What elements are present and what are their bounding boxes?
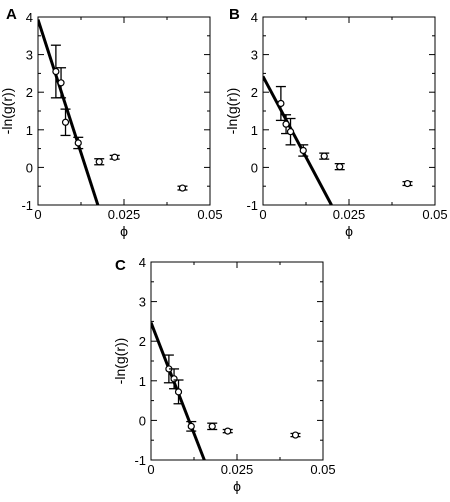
y-tick-label: -1 xyxy=(246,198,258,213)
data-point xyxy=(282,120,290,128)
fit-line xyxy=(38,19,100,205)
data-point xyxy=(178,184,187,192)
y-tick-label: 1 xyxy=(139,374,146,389)
x-axis-label: ϕ xyxy=(345,223,353,239)
data-point xyxy=(174,388,183,396)
data-point xyxy=(74,139,82,147)
x-tick-label: 0.025 xyxy=(333,207,366,222)
x-axis-label: ϕ xyxy=(120,223,128,239)
y-axis-label: -ln(g(r)) xyxy=(112,338,128,385)
x-tick-label: 0.05 xyxy=(422,207,447,222)
y-tick-label: 1 xyxy=(251,123,258,138)
x-tick-label: 0.025 xyxy=(221,462,254,477)
y-axis-label: -ln(g(r)) xyxy=(224,88,240,135)
data-point xyxy=(61,118,70,126)
y-tick-label: 3 xyxy=(139,295,146,310)
x-axis-label: ϕ xyxy=(233,478,241,494)
y-tick-label: 1 xyxy=(26,123,33,138)
x-tick-label: 0.05 xyxy=(197,207,222,222)
y-tick-label: 4 xyxy=(251,10,258,25)
y-tick-label: 4 xyxy=(139,255,146,270)
panel-letter: C xyxy=(115,257,126,274)
data-point xyxy=(336,163,344,171)
data-point xyxy=(187,422,195,430)
data-point xyxy=(208,422,216,430)
y-tick-label: 0 xyxy=(139,413,146,428)
fit-line xyxy=(263,75,333,205)
plot-frame xyxy=(150,261,324,461)
y-tick-label: -1 xyxy=(134,453,146,468)
y-tick-label: 2 xyxy=(139,334,146,349)
data-point xyxy=(52,67,60,76)
y-tick-label: 3 xyxy=(26,48,33,63)
y-axis-label: -ln(g(r)) xyxy=(0,88,15,135)
x-tick-label: 0 xyxy=(34,207,41,222)
y-tick-label: 3 xyxy=(251,48,258,63)
plot-frame xyxy=(262,16,436,206)
y-tick-label: 2 xyxy=(251,85,258,100)
data-point xyxy=(299,146,307,155)
panel-letter: A xyxy=(6,6,17,23)
data-point xyxy=(170,375,178,383)
panel-letter: B xyxy=(229,6,240,23)
data-point xyxy=(95,158,103,166)
x-tick-label: 0 xyxy=(147,462,154,477)
y-tick-label: 0 xyxy=(251,160,258,175)
x-tick-label: 0.025 xyxy=(108,207,141,222)
x-tick-label: 0 xyxy=(259,207,266,222)
y-tick-label: 2 xyxy=(26,85,33,100)
x-tick-label: 0.05 xyxy=(310,462,335,477)
data-point xyxy=(291,431,300,439)
data-point xyxy=(224,427,232,435)
plot-frame xyxy=(37,16,211,206)
data-point xyxy=(320,152,328,160)
data-point xyxy=(277,99,285,108)
y-tick-label: 0 xyxy=(26,160,33,175)
y-tick-label: -1 xyxy=(21,198,33,213)
y-tick-label: 4 xyxy=(26,10,33,25)
data-point xyxy=(403,179,412,188)
data-point xyxy=(286,128,295,136)
data-point xyxy=(111,153,119,161)
data-point xyxy=(57,79,65,87)
